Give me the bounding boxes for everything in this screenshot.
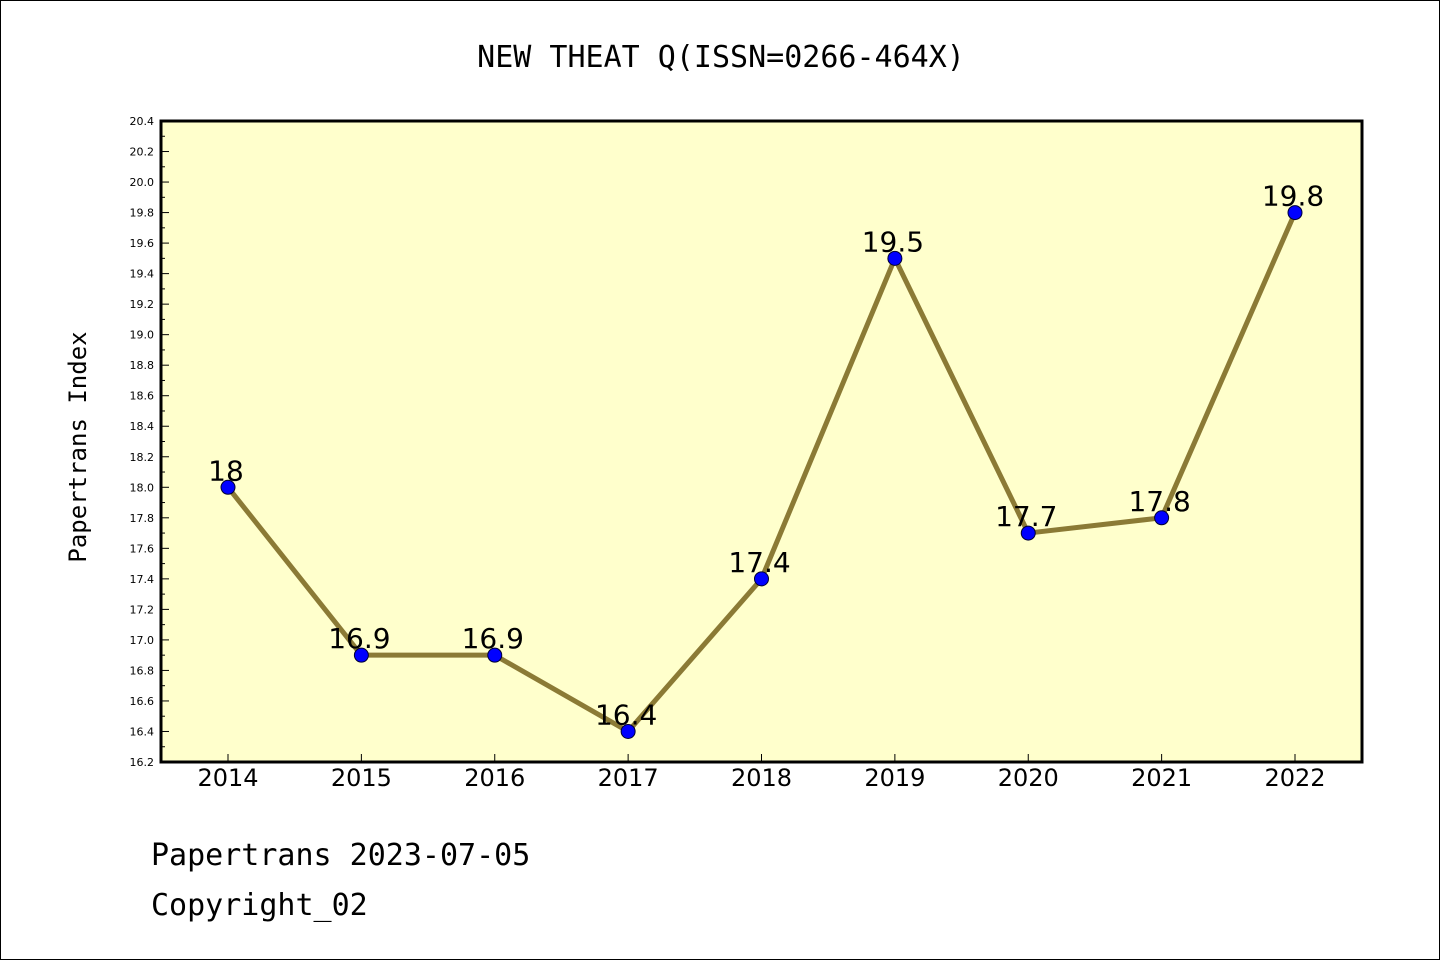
y-tick-label: 17.4 [130,573,155,586]
data-point-label: 17.8 [1128,485,1190,518]
data-point-marker [1020,525,1036,541]
y-tick-label: 18.6 [130,390,155,403]
data-point-label: 16.9 [328,622,390,655]
y-tick-label: 20.4 [130,115,155,128]
data-point-marker [1154,510,1170,526]
y-tick-label: 19.2 [130,298,155,311]
x-tick-label: 2020 [998,764,1059,792]
data-point-label: 16.4 [595,698,657,731]
x-axis: 2014 2015 2016 2017 2018 2019 2020 2021 2022 [197,754,1326,792]
plot-border [159,119,1364,764]
data-point-label: 19.5 [862,225,924,258]
data-point-marker [887,250,903,266]
data-point-label: 18 [208,454,244,487]
y-tick-label: 16.8 [130,664,155,677]
y-tick-label: 18.2 [130,451,155,464]
chart-title: NEW THEAT Q(ISSN=0266-464X) [477,40,965,75]
data-point-marker [1287,205,1303,221]
y-tick-label: 19.8 [130,207,155,220]
data-point-marker [620,723,636,739]
x-tick-label: 2017 [598,764,659,792]
x-tick-label: 2018 [731,764,792,792]
y-tick-label: 16.6 [130,695,155,708]
y-tick-label: 18.0 [130,481,155,494]
y-tick-label: 19.4 [130,268,155,281]
y-tick-label: 19.0 [130,329,155,342]
y-axis: 16.2 16.4 16.6 16.8 17.0 17.2 17.4 17.6 17.8 18.0… [130,115,169,769]
y-tick-label: 18.8 [130,359,155,372]
y-tick-label: 17.2 [130,603,155,616]
y-axis-label: Papertrans Index [64,331,92,562]
x-tick-label: 2014 [197,764,258,792]
data-series: 18 16.9 16.9 16.4 17.4 19.5 17.7 17.8 19.8 [208,180,1324,739]
x-tick-label: 2015 [331,764,392,792]
x-tick-label: 2016 [464,764,525,792]
y-tick-label: 17.6 [130,542,155,555]
data-point-marker [487,647,503,663]
y-tick-label: 18.4 [130,420,155,433]
data-point-marker [754,571,769,587]
y-tick-label: 17.8 [130,512,155,525]
y-tick-label: 16.4 [130,725,155,738]
y-tick-label: 20.2 [130,146,155,159]
data-point-label: 17.4 [728,546,790,579]
data-point-marker [353,647,369,663]
y-tick-label: 20.0 [130,176,155,189]
y-tick-label: 16.2 [130,756,155,769]
data-point-label: 19.8 [1262,180,1324,213]
footer-date: Papertrans 2023-07-05 [151,838,530,873]
footer-copyright: Copyright_02 [151,888,368,923]
data-point-marker [220,479,236,495]
plot-area [161,121,1362,762]
y-tick-label: 17.0 [130,634,155,647]
y-tick-label: 19.6 [130,237,155,250]
data-point-label: 17.7 [995,500,1057,533]
x-tick-label: 2019 [864,764,925,792]
x-tick-label: 2021 [1131,764,1192,792]
x-tick-label: 2022 [1264,764,1325,792]
data-point-label: 16.9 [462,622,524,655]
